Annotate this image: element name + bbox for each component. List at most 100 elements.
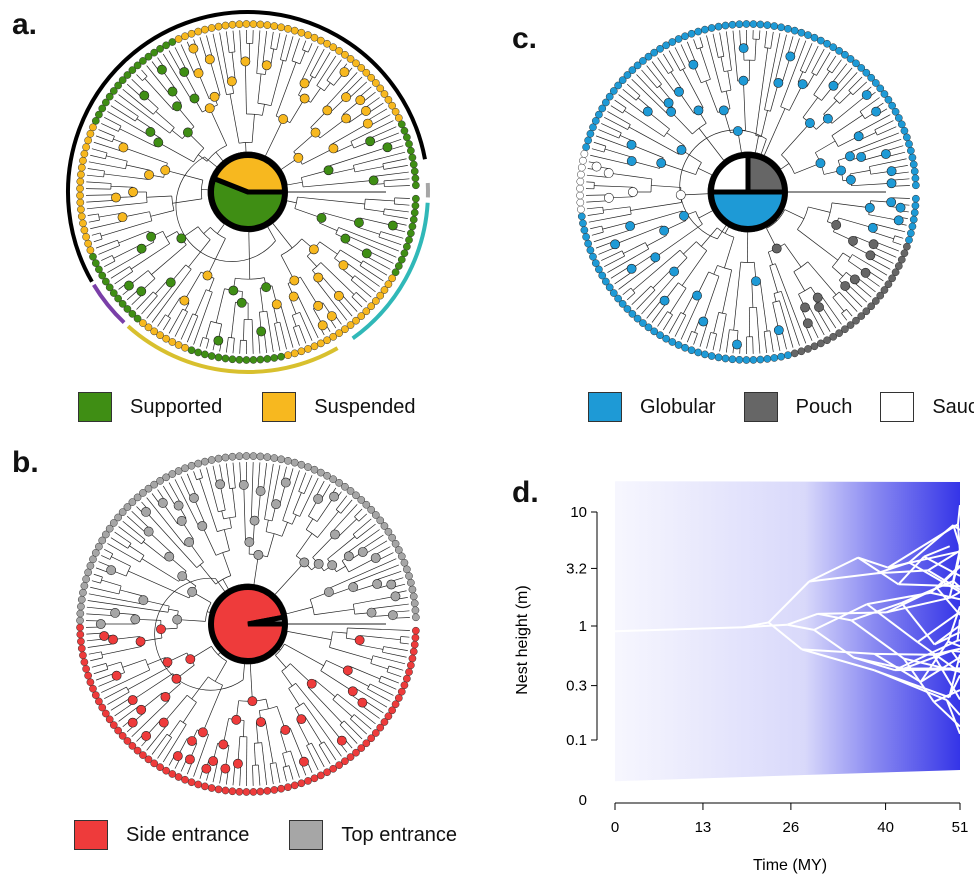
lineage-line	[956, 619, 961, 641]
tip-state	[335, 329, 343, 337]
ancestral-state-pie	[240, 56, 251, 67]
lineage-line	[850, 619, 905, 660]
tip-state	[118, 76, 127, 84]
density-area	[615, 481, 960, 782]
tip-state	[128, 498, 137, 506]
legend-b: Side entrance Top entrance	[74, 820, 497, 850]
ancestral-state-pie	[185, 754, 195, 765]
tip-state	[101, 709, 110, 718]
tip-state	[89, 123, 97, 132]
tip-state	[388, 101, 396, 110]
tip-state	[628, 310, 637, 318]
ancestral-state-pie	[231, 714, 242, 725]
root-pie-outline	[208, 152, 288, 232]
ancestral-state-pie	[603, 168, 614, 178]
tip-state	[412, 626, 420, 635]
lineage-line	[917, 611, 961, 643]
tip-state	[362, 68, 371, 77]
tip-state	[123, 305, 132, 313]
tip-state	[662, 41, 670, 50]
tip-state	[76, 191, 84, 200]
tip-state	[214, 454, 223, 463]
lineage-line	[767, 580, 810, 624]
tip-state	[221, 354, 230, 363]
tip-state	[576, 177, 585, 186]
ancestral-state-pie	[688, 59, 699, 70]
tip-state	[823, 39, 831, 48]
tip-state	[756, 20, 765, 29]
tip-state	[162, 41, 170, 50]
ancestral-state-pie	[249, 515, 260, 526]
tip-state	[194, 459, 203, 468]
tip-state	[91, 117, 100, 125]
tip-state	[770, 354, 779, 362]
ancestral-state-pie	[187, 586, 198, 597]
tip-state	[735, 355, 744, 364]
tip-state	[384, 527, 393, 536]
nest-height-plot: 103.210.30.10 0 13 26 40 51 Nest height (m) …	[514, 481, 968, 874]
tip-state	[249, 452, 258, 460]
tip-state	[910, 167, 919, 176]
ancestral-state-pie	[280, 477, 291, 488]
tip-state	[391, 539, 400, 548]
legend-label-globular: Globular	[640, 395, 716, 418]
tip-state	[728, 355, 737, 364]
tip-state	[181, 775, 189, 784]
tip-state	[77, 602, 85, 611]
tip-state	[897, 120, 906, 129]
ancestral-state-pie	[800, 302, 810, 313]
legend-swatch-top-entrance	[289, 820, 324, 850]
tip-state	[397, 255, 406, 264]
tip-state	[400, 126, 409, 135]
legend-label-saucer: Saucer	[932, 395, 974, 418]
tip-state	[89, 252, 97, 261]
tip-state	[846, 321, 855, 329]
tip-state	[903, 133, 911, 142]
legend-label-suspended: Suspended	[314, 395, 416, 418]
tip-state	[584, 136, 592, 145]
ancestral-state-pie	[732, 126, 743, 136]
phylogeny-tree-c	[576, 20, 920, 364]
tip-state	[749, 20, 758, 28]
tip-state	[84, 671, 92, 680]
tip-state	[408, 585, 417, 594]
tip-state	[256, 355, 265, 364]
lineage-line	[614, 626, 744, 633]
tip-state	[790, 349, 799, 358]
tip-state	[144, 52, 153, 61]
tip-state	[408, 222, 417, 231]
ancestral-state-pie	[864, 202, 875, 213]
tip-state	[391, 268, 400, 277]
tip-state	[98, 536, 107, 545]
ancestral-state-pie	[156, 624, 166, 635]
tip-state	[310, 465, 319, 474]
tip-state	[105, 715, 114, 724]
root-pie-chart	[708, 152, 788, 232]
tip-state	[376, 84, 385, 93]
ancestral-state-pie	[322, 105, 333, 116]
tip-state	[352, 59, 360, 68]
tip-state	[586, 129, 595, 138]
tip-state	[384, 712, 393, 721]
ancestral-state-pie	[271, 299, 282, 310]
tip-state	[284, 783, 292, 792]
tip-state	[784, 24, 792, 33]
tip-state	[407, 146, 415, 155]
ancestral-state-pie	[164, 551, 175, 562]
tip-state	[908, 222, 917, 231]
phylogeny-tree-a	[66, 10, 430, 374]
ancestral-state-pie	[136, 243, 147, 254]
tip-state	[144, 484, 153, 493]
tip-state	[405, 668, 413, 676]
lineage-lines	[614, 504, 961, 735]
tip-state	[290, 781, 299, 790]
ancestral-state-pie	[182, 127, 193, 138]
ancestral-state-pie	[146, 231, 157, 242]
tip-state	[95, 542, 103, 551]
tip-state	[242, 788, 251, 796]
ancestral-state-pie	[382, 142, 393, 153]
tip-state	[270, 786, 279, 794]
tip-state	[352, 748, 360, 757]
legend-label-top-entrance: Top entrance	[341, 823, 458, 846]
tip-state	[394, 694, 403, 702]
